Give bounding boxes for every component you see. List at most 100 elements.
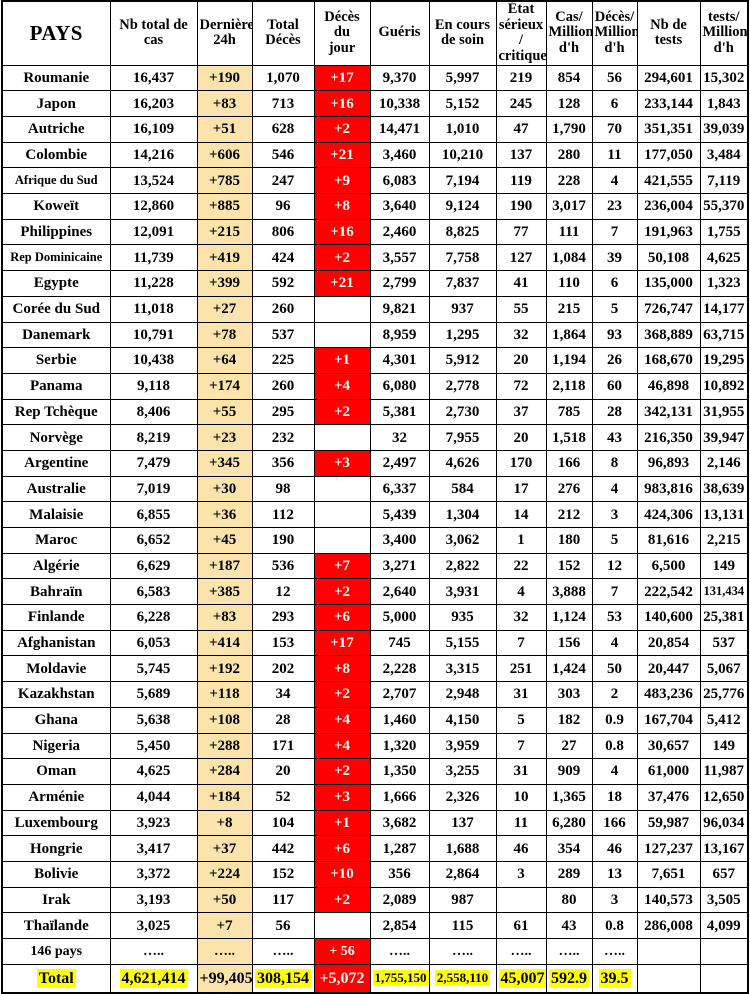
value-cell: 7 — [495, 629, 547, 657]
value-cell: 1,688 — [428, 835, 497, 862]
value-cell: +83 — [196, 90, 253, 117]
value-cell: 6 — [591, 270, 638, 297]
value-cell: 909 — [545, 758, 593, 785]
value-cell: 483,236 — [636, 681, 701, 708]
value-cell: +2 — [313, 578, 371, 606]
country-row: Australie 7,019 +30 98 6,337 584 17 276 4 983,816… — [1, 475, 749, 503]
value-cell: 3,400 — [369, 527, 430, 554]
value-cell: 117 — [251, 886, 315, 914]
value-cell: +399 — [196, 270, 253, 297]
value-cell: 34 — [251, 681, 315, 708]
value-cell: 166 — [545, 449, 593, 477]
value-cell: +45 — [196, 527, 253, 554]
value-cell: 20,447 — [636, 655, 701, 683]
value-cell: 10 — [495, 783, 547, 811]
country-cell: Japon — [1, 90, 111, 117]
value-cell: 7,955 — [428, 424, 497, 451]
value-cell: 5,745 — [109, 655, 198, 683]
value-cell: 8 — [591, 449, 638, 477]
value-cell: 3,017 — [545, 193, 593, 220]
country-cell: Irak — [1, 886, 111, 914]
value-cell: 152 — [545, 552, 593, 580]
country-cell: Total — [1, 963, 111, 994]
value-cell: 8,406 — [109, 398, 198, 426]
value-cell: 2,497 — [369, 449, 430, 477]
value-cell: 12,650 — [699, 783, 749, 811]
value-cell — [699, 938, 749, 965]
value-cell: 3 — [495, 860, 547, 888]
value-cell: 39,039 — [699, 116, 749, 143]
value-cell: 2,864 — [428, 860, 497, 888]
value-cell: 30,657 — [636, 732, 701, 760]
value-cell: 1,350 — [369, 758, 430, 785]
value-cell: +7 — [196, 912, 253, 939]
value-cell: 4 — [591, 629, 638, 657]
value-cell: 39,947 — [699, 424, 749, 451]
value-cell: 19,295 — [699, 347, 749, 374]
value-cell: 5,412 — [699, 706, 749, 734]
value-cell: 628 — [251, 116, 315, 143]
value-cell: 3 — [591, 886, 638, 914]
country-cell: Colombie — [1, 141, 111, 169]
value-cell: 166 — [591, 809, 638, 837]
value-cell: 28 — [251, 706, 315, 734]
value-cell: 5,450 — [109, 732, 198, 760]
value-cell: 5,155 — [428, 629, 497, 657]
value-cell: 1,365 — [545, 783, 593, 811]
value-cell: 6,080 — [369, 372, 430, 400]
value-cell: +2 — [313, 681, 371, 708]
value-cell: 11,228 — [109, 270, 198, 297]
value-cell: 11 — [591, 141, 638, 169]
value-cell: 31 — [495, 681, 547, 708]
value-cell: 1,010 — [428, 116, 497, 143]
value-cell: 294,601 — [636, 64, 701, 92]
value-cell: 52 — [251, 783, 315, 811]
value-cell: 7,837 — [428, 270, 497, 297]
value-cell: 4 — [591, 167, 638, 195]
value-cell: 14,471 — [369, 116, 430, 143]
value-cell: 115 — [428, 912, 497, 939]
value-cell: 4 — [591, 758, 638, 785]
value-cell: 7 — [591, 218, 638, 246]
value-cell: 7 — [591, 578, 638, 606]
value-cell: 3,255 — [428, 758, 497, 785]
value-cell: 23 — [591, 193, 638, 220]
value-cell: 9,118 — [109, 372, 198, 400]
value-cell: 10,210 — [428, 141, 497, 169]
value-cell: 1,843 — [699, 90, 749, 117]
value-cell: +21 — [313, 270, 371, 297]
value-cell: 61 — [495, 912, 547, 939]
country-row: Oman 4,625 +284 20 +2 1,350 3,255 31 909 4 61,000 1… — [1, 758, 749, 785]
country-cell: Arménie — [1, 783, 111, 811]
value-cell: 3,460 — [369, 141, 430, 169]
value-cell: 32 — [495, 321, 547, 349]
value-cell: 0.9 — [591, 706, 638, 734]
value-cell: 46 — [495, 835, 547, 862]
value-cell: 216,350 — [636, 424, 701, 451]
value-cell: 13,524 — [109, 167, 198, 195]
highlighted-total-value: 2,558,110 — [434, 970, 491, 987]
value-cell: 421,555 — [636, 167, 701, 195]
value-cell: 3,682 — [369, 809, 430, 837]
value-cell: 45,007 — [495, 963, 547, 994]
value-cell: + 56 — [313, 938, 371, 965]
value-cell: 55,370 — [699, 193, 749, 220]
value-cell: 14,177 — [699, 295, 749, 323]
country-cell: Argentine — [1, 449, 111, 477]
value-cell: +215 — [196, 218, 253, 246]
value-cell: 4,301 — [369, 347, 430, 374]
value-cell: 546 — [251, 141, 315, 169]
value-cell: 1,295 — [428, 321, 497, 349]
value-cell: +174 — [196, 372, 253, 400]
country-row: Danemark 10,791 +78 537 8,959 1,295 32 1,864 93 3… — [1, 321, 749, 349]
value-cell: 25,776 — [699, 681, 749, 708]
value-cell: 5,912 — [428, 347, 497, 374]
value-cell: 9,124 — [428, 193, 497, 220]
country-row: Roumanie 16,437 +190 1,070 +17 9,370 5,997 219 8… — [1, 64, 749, 92]
value-cell: ….. — [196, 938, 253, 965]
country-cell: Roumanie — [1, 64, 111, 92]
value-cell: 50,108 — [636, 244, 701, 272]
value-cell: 3,025 — [109, 912, 198, 939]
